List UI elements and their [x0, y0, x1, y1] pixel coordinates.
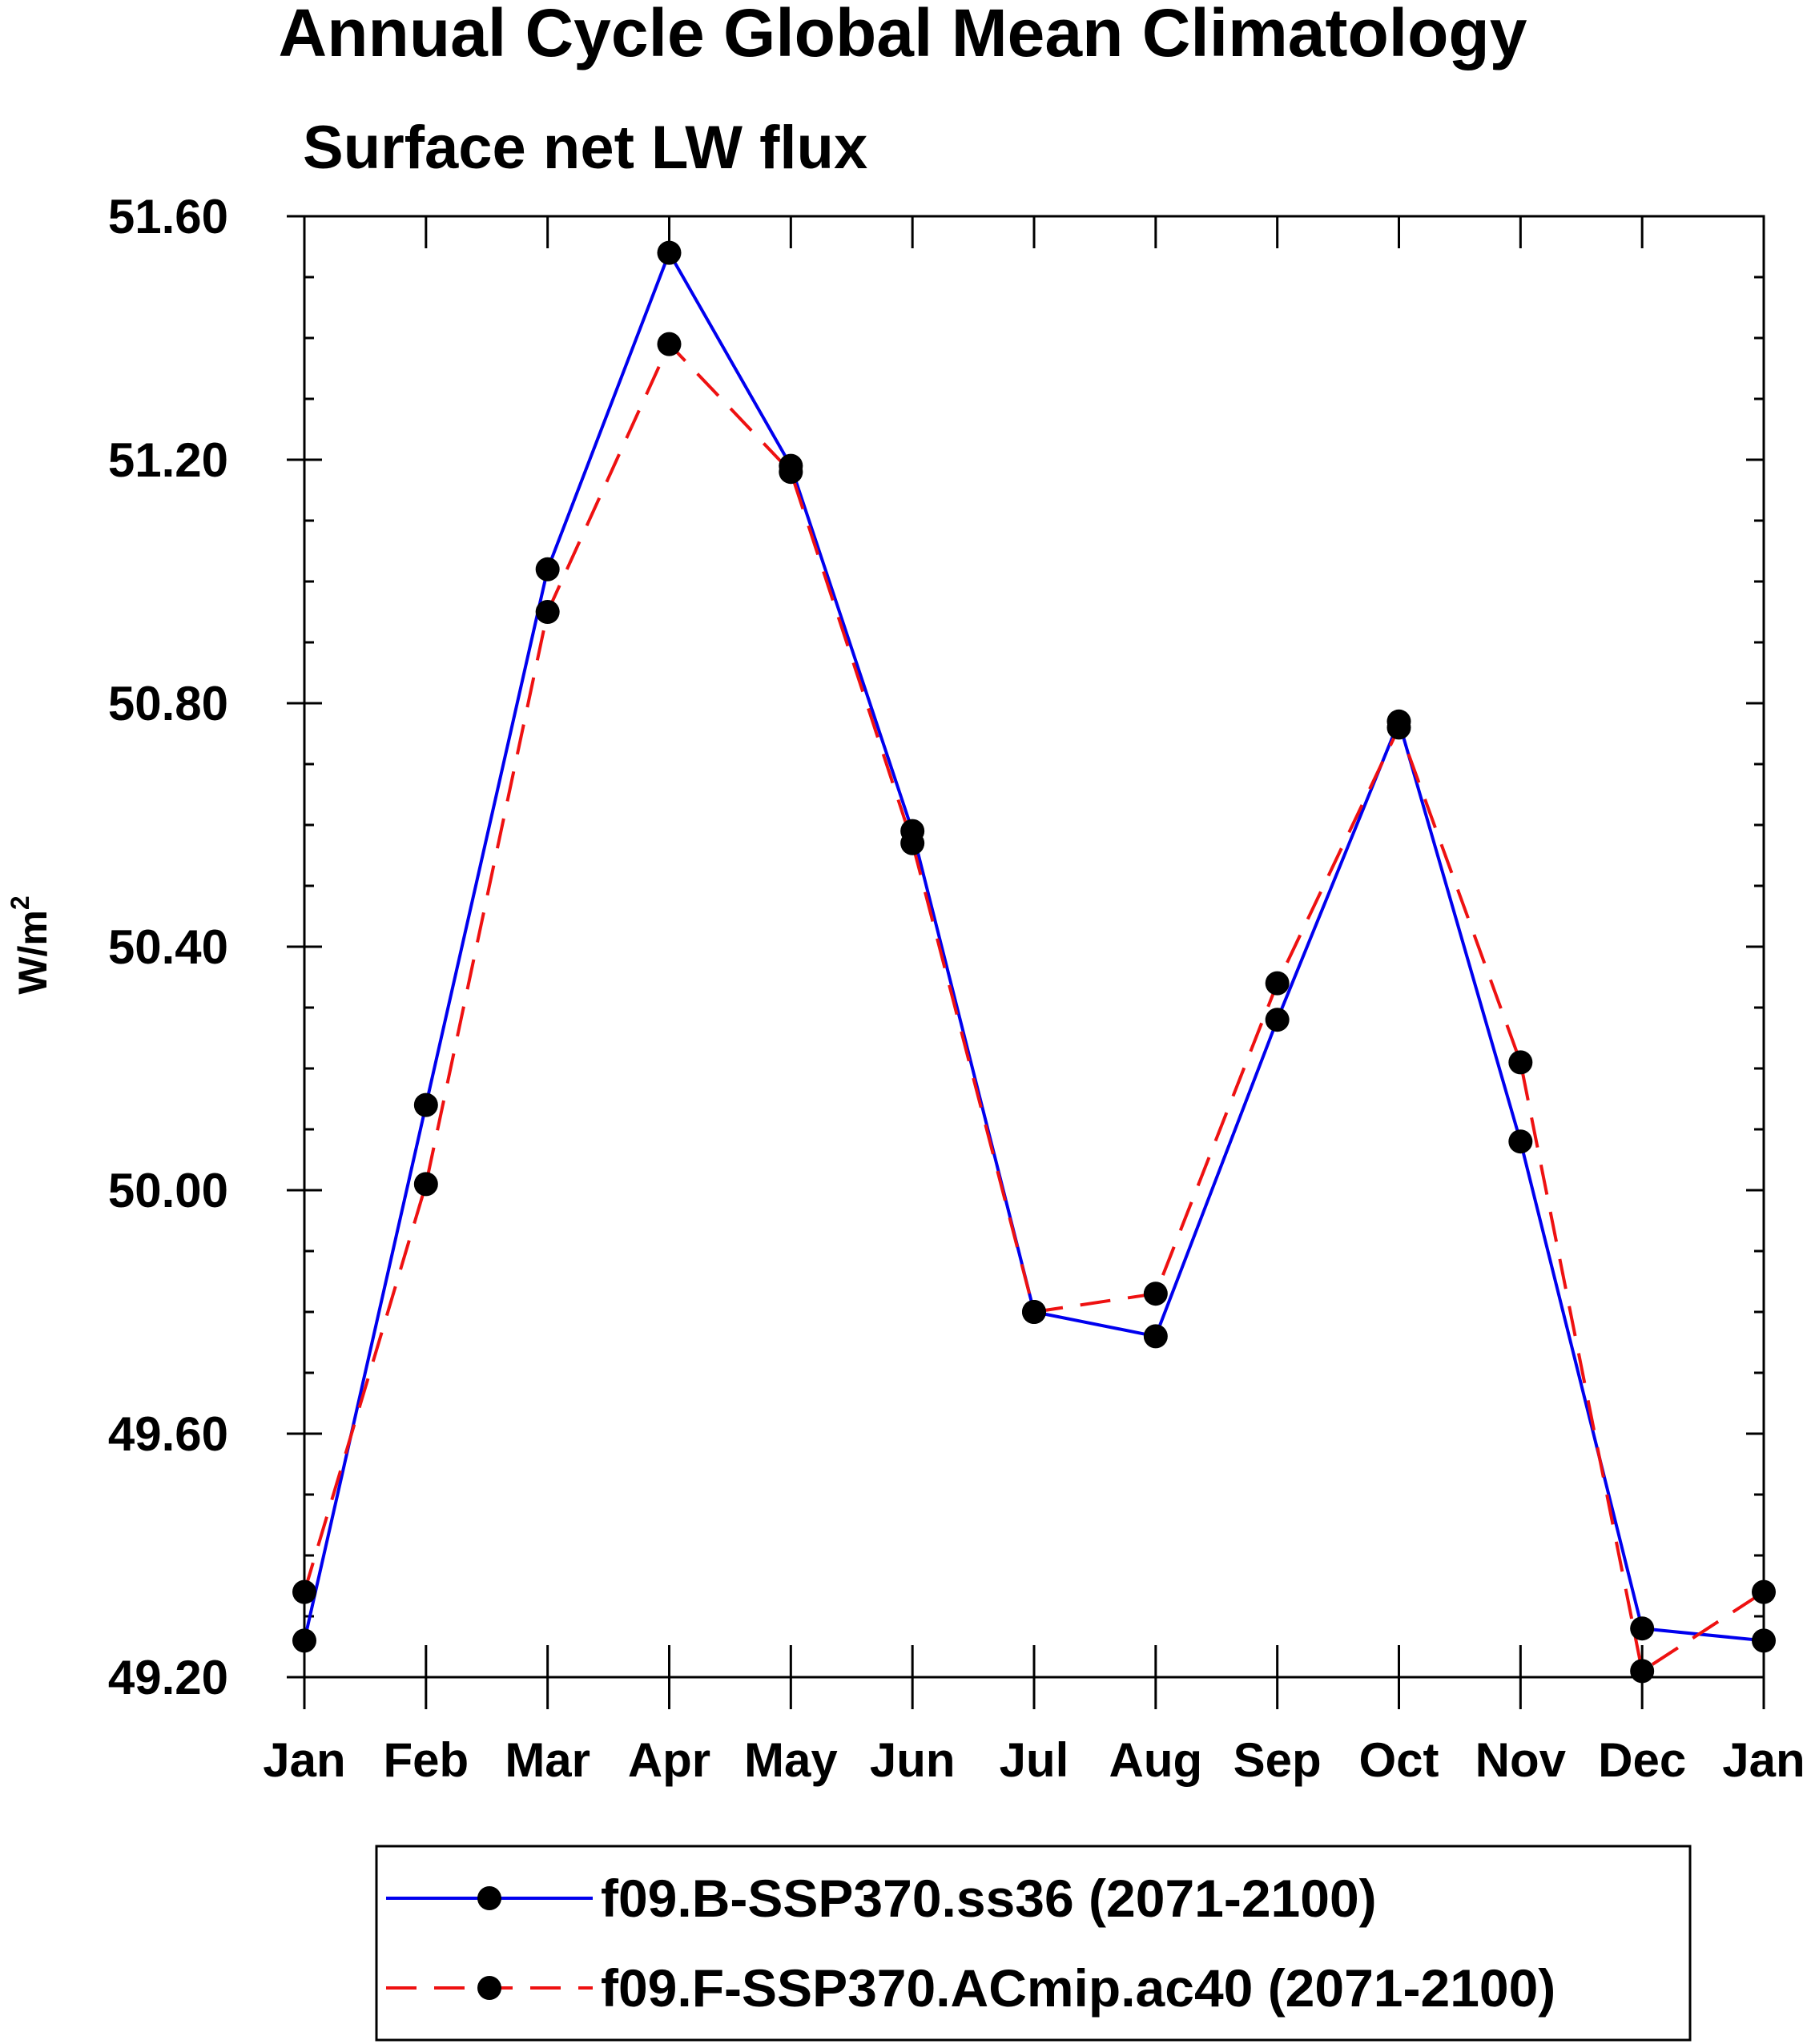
x-tick-label: Jan [1722, 1733, 1805, 1787]
data-point-series-1 [1265, 1008, 1290, 1032]
data-point-series-2 [1508, 1050, 1533, 1075]
data-point-series-1 [292, 1628, 316, 1653]
x-tick-label: Feb [383, 1733, 469, 1787]
series-layer [292, 240, 1776, 1684]
legend-box [375, 1845, 1692, 2042]
data-point-series-2 [1630, 1659, 1655, 1684]
x-axis-ticks: Jan Feb Mar Apr May Jun Jul Aug Sep Oct Nov Dec Jan [263, 216, 1805, 1787]
data-point-series-1 [1508, 1129, 1533, 1154]
y-axis-ticks: 51.60 51.20 50.80 50.40 50.00 49.60 49.20 [108, 190, 1764, 1704]
data-point-series-1 [657, 240, 682, 265]
x-tick-label: Dec [1598, 1733, 1686, 1787]
x-tick-label: Jul [1000, 1733, 1069, 1787]
data-point-series-2 [413, 1172, 438, 1197]
plot-frame [303, 215, 1765, 1679]
data-point-series-1 [535, 557, 560, 581]
chart-subtitle: Surface net LW flux [303, 114, 867, 182]
data-point-series-2 [1265, 971, 1290, 996]
series-line-1 [303, 251, 1765, 1643]
y-axis-label: W/m2 [6, 895, 55, 994]
data-point-series-2 [1752, 1579, 1776, 1604]
x-tick-label: Aug [1109, 1733, 1203, 1787]
data-point-series-2 [1386, 715, 1411, 740]
y-tick-label: 49.60 [108, 1407, 228, 1461]
y-tick-label: 50.80 [108, 677, 228, 730]
x-tick-label: Mar [505, 1733, 590, 1787]
data-point-series-2 [657, 332, 682, 356]
x-tick-label: May [744, 1733, 838, 1787]
legend-entries: f09.B-SSP370.ss36 (2071-2100) f09.F-SSP37… [386, 1869, 1555, 2018]
data-point-series-2 [1143, 1282, 1168, 1306]
legend-label-2: f09.F-SSP370.ACmip.ac40 (2071-2100) [601, 1958, 1555, 2018]
x-tick-label: Jan [263, 1733, 345, 1787]
data-point-series-1 [413, 1092, 438, 1117]
data-point-series-2 [900, 831, 925, 855]
legend-label-1: f09.B-SSP370.ss36 (2071-2100) [601, 1869, 1377, 1928]
y-tick-label: 50.00 [108, 1164, 228, 1217]
data-point-series-1 [1752, 1628, 1776, 1653]
y-tick-label: 51.60 [108, 190, 228, 243]
x-tick-label: Jun [870, 1733, 956, 1787]
data-point-series-1 [1143, 1324, 1168, 1349]
legend: f09.B-SSP370.ss36 (2071-2100) f09.F-SSP37… [375, 1845, 1692, 2042]
x-tick-label: Oct [1358, 1733, 1439, 1787]
x-tick-label: Sep [1234, 1733, 1322, 1787]
y-tick-label: 50.40 [108, 920, 228, 974]
x-tick-label: Apr [628, 1733, 710, 1787]
data-point-series-2 [292, 1579, 316, 1604]
data-point-series-2 [535, 600, 560, 624]
legend-marker-1 [477, 1886, 501, 1910]
data-point-series-2 [779, 460, 803, 485]
data-point-series-1 [1630, 1616, 1655, 1641]
series-line-2 [303, 342, 1765, 1673]
x-tick-label: Nov [1475, 1733, 1567, 1787]
plot-axes [303, 215, 1765, 1679]
y-tick-label: 51.20 [108, 433, 228, 487]
data-point-series-2 [1022, 1300, 1046, 1324]
y-tick-label: 49.20 [108, 1651, 228, 1704]
chart-title: Annual Cycle Global Mean Climatology [279, 0, 1527, 70]
legend-marker-2 [477, 1976, 501, 2000]
